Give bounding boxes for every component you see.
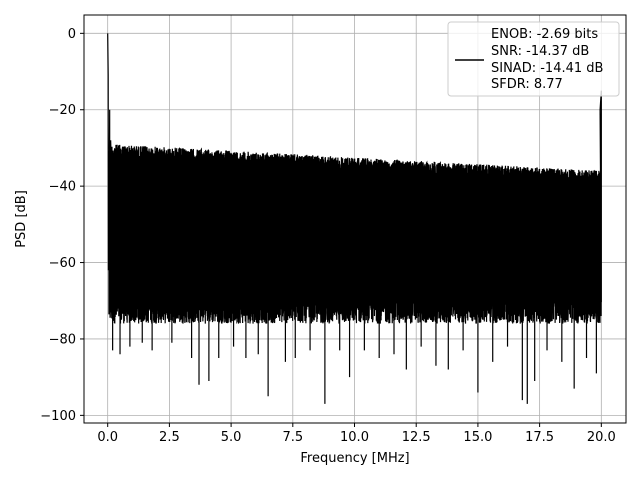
plot-area bbox=[107, 33, 602, 404]
y-tick-label: −100 bbox=[40, 409, 76, 424]
x-tick-label: 2.5 bbox=[159, 430, 180, 445]
legend: ENOB: -2.69 bits SNR: -14.37 dB SINAD: -… bbox=[447, 21, 620, 97]
x-tick-label: 10.0 bbox=[340, 430, 369, 445]
x-tick-label: 20.0 bbox=[587, 430, 616, 445]
y-tick-label: −80 bbox=[49, 332, 76, 347]
x-tick-label: 15.0 bbox=[463, 430, 492, 445]
x-tick-label: 0.0 bbox=[97, 430, 118, 445]
legend-sfdr: SFDR: 8.77 bbox=[491, 77, 563, 92]
x-axis: 0.0 2.5 5.0 7.5 10.0 12.5 15.0 17.5 20.0 bbox=[97, 423, 616, 445]
series-line bbox=[107, 33, 602, 404]
x-tick-label: 5.0 bbox=[221, 430, 242, 445]
legend-snr: SNR: -14.37 dB bbox=[491, 44, 589, 59]
legend-sinad: SINAD: -14.41 dB bbox=[491, 61, 603, 76]
x-tick-label: 12.5 bbox=[402, 430, 431, 445]
legend-enob: ENOB: -2.69 bits bbox=[491, 27, 598, 42]
legend-box bbox=[447, 21, 620, 97]
y-tick-label: −20 bbox=[49, 103, 76, 118]
y-tick-label: 0 bbox=[68, 27, 76, 42]
y-axis: 0 −20 −40 −60 −80 −100 bbox=[40, 27, 84, 424]
x-axis-label: Frequency [MHz] bbox=[300, 451, 409, 466]
x-tick-label: 17.5 bbox=[525, 430, 554, 445]
y-axis-label: PSD [dB] bbox=[14, 190, 29, 248]
y-tick-label: −40 bbox=[49, 180, 76, 195]
x-tick-label: 7.5 bbox=[282, 430, 303, 445]
y-tick-label: −60 bbox=[49, 256, 76, 271]
